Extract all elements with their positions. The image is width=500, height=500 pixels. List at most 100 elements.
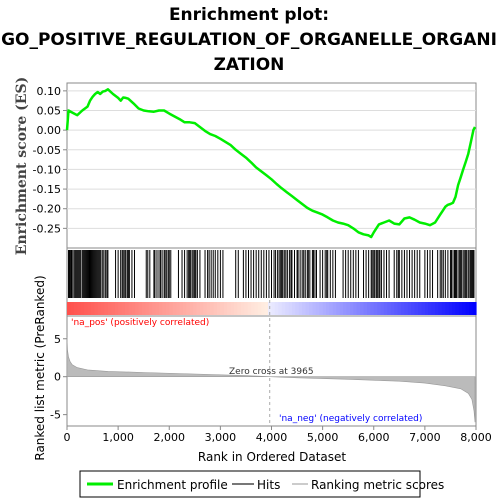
heat-strip [159,302,164,315]
heat-strip [418,302,423,315]
heat-strip [138,302,143,315]
metric-axis-label: Ranked list metric (PreRanked) [33,275,47,460]
x-tick-label: 8,000 [460,431,492,444]
x-tick-label: 0 [64,431,71,444]
heat-strip [193,302,198,315]
heat-strip [152,302,157,315]
heat-strip [114,302,119,315]
heat-strip [377,302,382,315]
heat-strip [349,302,354,315]
heat-strip [414,302,419,315]
es-tick-label: 0.10 [37,85,62,98]
x-tick-label: 4,000 [256,431,288,444]
heat-strip [438,302,443,315]
heat-strip [394,302,399,315]
heat-strip [223,302,228,315]
legend-hits-label: Hits [257,478,280,492]
heat-strip [329,302,334,315]
hit-markers [68,250,475,298]
heat-strip [247,302,252,315]
metric-tick-label: -5 [50,409,61,422]
heat-strip [343,302,348,315]
heat-strip [216,302,221,315]
heat-strip [179,302,184,315]
es-gridlines [67,90,476,229]
metric-tick-label: 0 [54,371,61,384]
heat-strip [469,302,474,315]
heat-strip [220,302,225,315]
x-axis-ticks: 0 1,000 2,000 3,000 4,000 5,000 6,000 7,000 8,00… [64,426,492,444]
heat-strip [121,302,126,315]
metric-tick-label: 5 [54,333,61,346]
heat-strip [77,302,82,315]
heat-strip [87,302,92,315]
ranking-metric-area [66,337,476,423]
heat-strip [363,302,368,315]
heat-strip [101,302,106,315]
es-tick-label: 0.05 [37,105,62,118]
heat-strip [445,302,450,315]
heat-strip [145,302,150,315]
es-y-ticks: 0.10 0.05 0.00 -0.05 -0.10 -0.15 -0.20 -0.25 [33,85,67,235]
heat-strip [251,302,256,315]
ranking-metric-area-shape [66,337,476,423]
heat-strip [373,302,378,315]
es-panel-frame [66,82,477,249]
heat-strip [339,302,344,315]
heat-strip [274,302,279,315]
metric-panel-frame [66,315,477,427]
heat-strip [285,302,290,315]
heat-strip [452,302,457,315]
heat-strip [210,302,215,315]
es-tick-label: -0.20 [33,203,61,216]
heat-strip [298,302,303,315]
heat-strip [186,302,191,315]
heat-strip [80,302,85,315]
x-axis-label: Rank in Ordered Dataset [198,450,346,464]
heat-strip [176,302,181,315]
es-tick-label: -0.05 [33,144,61,157]
heat-strip [118,302,123,315]
rank-heat-bar [67,300,477,426]
heat-strip [346,302,351,315]
heat-strip [448,302,453,315]
heat-strip [360,302,365,315]
heat-strip [278,302,283,315]
heat-strip [370,302,375,315]
heat-strip [353,302,358,315]
heat-strip [135,302,140,315]
heat-strip [240,302,245,315]
heat-strip [322,302,327,315]
heat-strip [189,302,194,315]
heat-strip [455,302,460,315]
heat-strip [244,302,249,315]
heat-strip [199,302,204,315]
es-tick-label: 0.00 [37,124,62,137]
heat-strip [128,302,133,315]
heat-strip [435,302,440,315]
heat-strip [67,302,72,315]
chart-title-line-3: ZATION [214,55,285,75]
heat-strip [203,302,208,315]
chart-title-line-2: GO_POSITIVE_REGULATION_OF_ORGANELLE_ORGA… [1,30,497,50]
es-axis-label: Enrichment score (ES) [14,77,30,255]
heat-strip [319,302,324,315]
heat-strip [441,302,446,315]
heat-strip [90,302,95,315]
heat-strip [387,302,392,315]
heat-strip [404,302,409,315]
heat-strip [472,302,477,315]
heat-strip [264,302,269,315]
heat-strip [401,302,406,315]
heat-strip [107,302,112,315]
heat-strip [281,302,286,315]
heat-strip [383,302,388,315]
heat-strip [261,302,266,315]
heat-strip [332,302,337,315]
heat-strip [97,302,102,315]
heat-strip [424,302,429,315]
heat-strip [124,302,129,315]
heat-strip [302,302,307,315]
heat-strip [111,302,116,315]
